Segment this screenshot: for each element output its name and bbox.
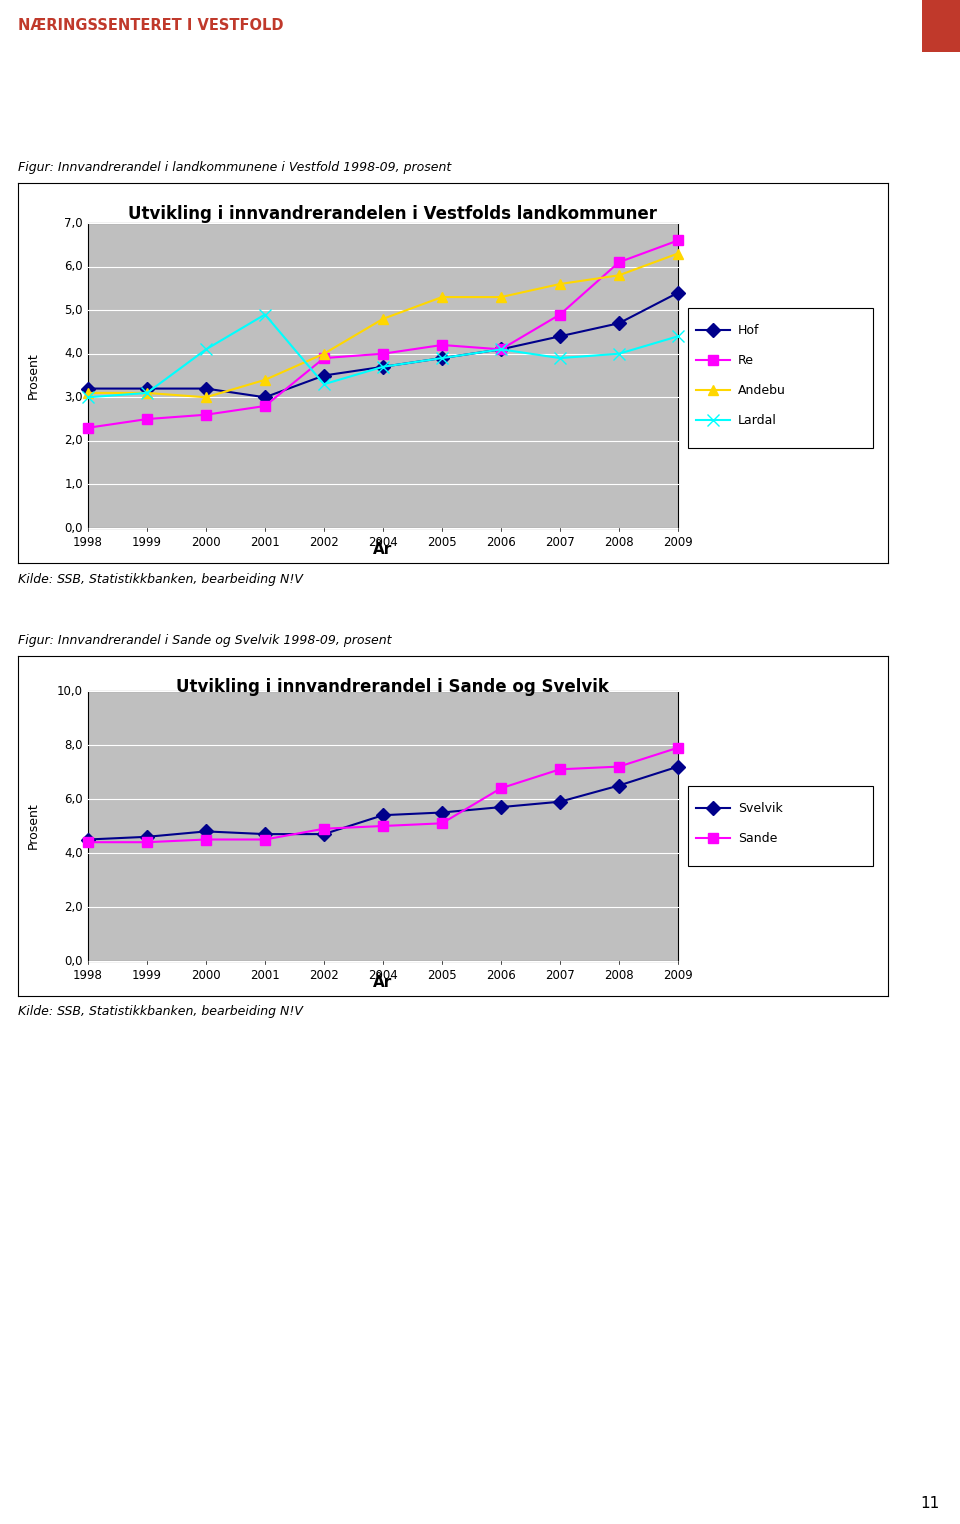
FancyBboxPatch shape [688, 308, 873, 448]
Text: 2001: 2001 [251, 969, 280, 981]
Text: 4,0: 4,0 [64, 846, 83, 860]
Text: 10,0: 10,0 [57, 684, 83, 698]
Text: 2005: 2005 [427, 969, 457, 981]
Text: Svelvik: Svelvik [738, 802, 782, 814]
Text: 2004: 2004 [368, 969, 397, 981]
Text: Andebu: Andebu [738, 384, 786, 396]
Text: 2008: 2008 [604, 969, 634, 981]
Text: 1,0: 1,0 [64, 479, 83, 491]
Text: 2008: 2008 [604, 536, 634, 549]
Bar [922, 0, 960, 52]
Bar [88, 223, 678, 527]
Text: 2001: 2001 [251, 536, 280, 549]
Text: 2,0: 2,0 [64, 901, 83, 913]
Text: 2000: 2000 [191, 969, 221, 981]
Text: Lardal: Lardal [738, 413, 777, 427]
Text: 11: 11 [921, 1497, 940, 1512]
Text: 0,0: 0,0 [64, 521, 83, 535]
Text: 2000: 2000 [191, 536, 221, 549]
Text: Figur: Innvandrerandel i landkommunene i Vestfold 1998-09, prosent: Figur: Innvandrerandel i landkommunene i… [18, 162, 451, 174]
Text: Figur: Innvandrerandel i Sande og Svelvik 1998-09, prosent: Figur: Innvandrerandel i Sande og Svelvi… [18, 634, 392, 648]
Text: Hof: Hof [738, 323, 759, 337]
Text: 4,0: 4,0 [64, 347, 83, 360]
Text: 6,0: 6,0 [64, 261, 83, 273]
Text: 6,0: 6,0 [64, 792, 83, 806]
Text: !: ! [938, 18, 945, 34]
Text: 2005: 2005 [427, 536, 457, 549]
Text: 1998: 1998 [73, 536, 103, 549]
Text: Prosent: Prosent [27, 803, 39, 849]
Text: Utvikling i innvandrerandelen i Vestfolds landkommuner: Utvikling i innvandrerandelen i Vestfold… [128, 206, 657, 223]
Text: 2004: 2004 [368, 536, 397, 549]
Text: 2006: 2006 [486, 969, 516, 981]
FancyBboxPatch shape [688, 786, 873, 866]
Text: 8,0: 8,0 [64, 739, 83, 751]
Text: Sande: Sande [738, 832, 778, 844]
Text: 0,0: 0,0 [64, 954, 83, 968]
Text: 2007: 2007 [545, 969, 575, 981]
Text: Re: Re [738, 354, 754, 366]
Text: 2009: 2009 [663, 969, 693, 981]
Text: Prosent: Prosent [27, 352, 39, 399]
Text: 7,0: 7,0 [64, 216, 83, 230]
Text: Utvikling i innvandrerandel i Sande og Svelvik: Utvikling i innvandrerandel i Sande og S… [176, 678, 609, 696]
Text: 2007: 2007 [545, 536, 575, 549]
Text: År: År [373, 975, 393, 991]
Bar [88, 690, 678, 962]
Text: 2002: 2002 [309, 536, 339, 549]
Text: Kilde: SSB, Statistikkbanken, bearbeiding N!V: Kilde: SSB, Statistikkbanken, bearbeidin… [18, 573, 302, 585]
Text: 5,0: 5,0 [64, 303, 83, 317]
Text: 1998: 1998 [73, 969, 103, 981]
Text: 1999: 1999 [132, 536, 162, 549]
Text: 2006: 2006 [486, 536, 516, 549]
Text: 1999: 1999 [132, 969, 162, 981]
Text: 2009: 2009 [663, 536, 693, 549]
Text: Kilde: SSB, Statistikkbanken, bearbeiding N!V: Kilde: SSB, Statistikkbanken, bearbeidin… [18, 1006, 302, 1018]
Text: 3,0: 3,0 [64, 390, 83, 404]
Text: 2,0: 2,0 [64, 434, 83, 448]
Text: NÆRINGSSENTERET I VESTFOLD: NÆRINGSSENTERET I VESTFOLD [18, 18, 283, 34]
Text: År: År [373, 543, 393, 556]
Text: 2002: 2002 [309, 969, 339, 981]
